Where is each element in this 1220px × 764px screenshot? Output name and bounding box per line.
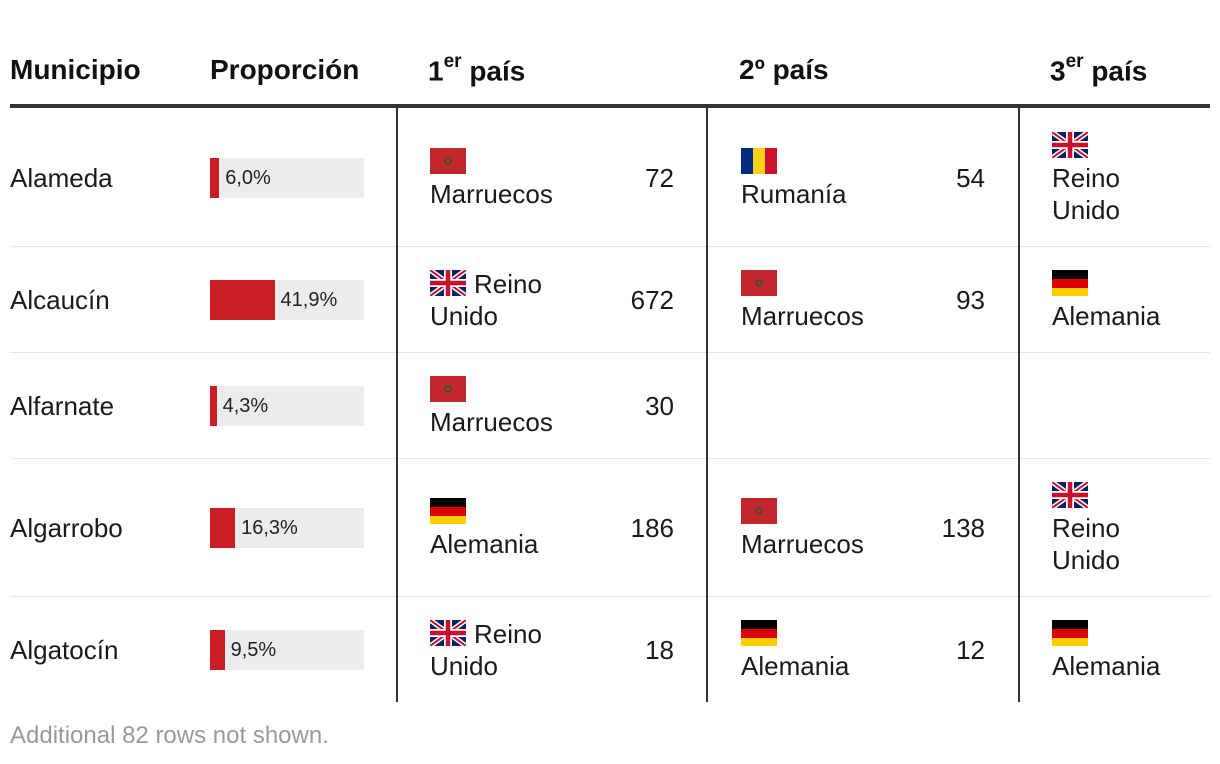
table-row: Algatocín 9,5% Reino Unido 18 Alemania 12 Alem… — [10, 597, 1210, 702]
proporcion-label: 41,9% — [280, 289, 338, 311]
country-2: Marruecos — [741, 496, 911, 560]
proporcion-bar-track: 9,5% — [210, 629, 364, 670]
table-row: Alfarnate 4,3% Marruecos 30 — [10, 353, 1210, 459]
country-name: Marruecos — [741, 529, 864, 559]
proporcion-label: 16,3% — [241, 517, 298, 539]
header-pais-1-word: país — [461, 55, 526, 87]
header-pais-1-num: 1 — [428, 55, 444, 87]
country-name: Alemania — [741, 650, 850, 681]
municipio-cell: Algarrobo — [10, 513, 123, 543]
country-name: Alemania — [1052, 301, 1161, 331]
table-row: Alameda 6,0% Marruecos 72 Rumanía 54 Reino Uni… — [10, 108, 1210, 247]
header-pais-3-word: país — [1083, 55, 1148, 87]
header-pais-3-num: 3 — [1050, 55, 1066, 87]
germany-flag-icon — [430, 498, 466, 524]
header-municipio[interactable]: Municipio — [10, 54, 141, 85]
country-name: Marruecos — [430, 407, 553, 437]
uk-flag-icon — [430, 270, 466, 296]
count-2: 54 — [956, 162, 985, 193]
country-2: Alemania — [741, 618, 911, 682]
proporcion-bar — [210, 280, 275, 320]
table-row: Alcaucín 41,9% Reino Unido 672 Marruecos 93 Al… — [10, 247, 1210, 353]
country-1: Marruecos — [430, 374, 600, 438]
header-pais-1[interactable]: 1er país — [428, 51, 526, 87]
footnote: Additional 82 rows not shown. — [10, 722, 329, 749]
count-1: 72 — [645, 162, 674, 193]
column-divider — [396, 108, 398, 702]
header-proporcion[interactable]: Proporción — [210, 54, 360, 85]
municipio-cell: Alcaucín — [10, 285, 110, 315]
country-name: Reino Unido — [1052, 513, 1120, 575]
proporcion-bar-track: 41,9% — [210, 280, 364, 320]
municipio-cell: Alameda — [10, 162, 113, 193]
germany-flag-icon — [1052, 619, 1088, 646]
column-divider — [706, 108, 708, 702]
count-1: 186 — [630, 513, 674, 543]
morocco-flag-icon — [741, 270, 777, 296]
count-2: 93 — [956, 285, 985, 315]
country-3: Reino Unido — [1052, 130, 1192, 226]
country-1: Alemania — [430, 496, 600, 560]
country-name: Reino Unido — [430, 618, 542, 681]
proporcion-bar — [210, 629, 225, 670]
proporcion-bar — [210, 508, 236, 548]
proporcion-bar-track: 6,0% — [210, 157, 364, 198]
uk-flag-icon — [1052, 482, 1088, 508]
proporcion-bar — [210, 386, 217, 426]
morocco-flag-icon — [430, 376, 466, 402]
country-2: Marruecos — [741, 268, 911, 332]
count-2: 138 — [941, 513, 985, 543]
header-pais-3[interactable]: 3er país — [1050, 51, 1148, 87]
proporcion-label: 4,3% — [222, 395, 269, 417]
proporcion-bar-track: 16,3% — [210, 508, 364, 548]
header-pais-1-sup: er — [443, 51, 462, 72]
country-name: Reino Unido — [430, 269, 542, 331]
country-name: Reino Unido — [1052, 162, 1120, 225]
country-2: Rumanía — [741, 146, 911, 210]
count-2: 12 — [956, 634, 985, 665]
uk-flag-icon — [430, 619, 466, 646]
morocco-flag-icon — [430, 147, 466, 174]
table-header: Municipio Proporción 1er país 2º país 3e… — [10, 0, 1210, 108]
proporcion-label: 9,5% — [230, 638, 277, 661]
country-3: Alemania — [1052, 268, 1192, 332]
header-pais-2[interactable]: 2º país — [739, 54, 829, 85]
morocco-flag-icon — [741, 498, 777, 524]
romania-flag-icon — [741, 147, 777, 174]
proporcion-bar-track: 4,3% — [210, 386, 364, 426]
municipio-cell: Algatocín — [10, 634, 119, 665]
proporcion-label: 6,0% — [225, 166, 271, 189]
country-1: Marruecos — [430, 146, 600, 210]
country-3: Alemania — [1052, 618, 1192, 682]
count-1: 18 — [645, 634, 674, 665]
country-name: Alemania — [1052, 650, 1161, 681]
proporcion-bar — [210, 157, 220, 198]
germany-flag-icon — [741, 619, 777, 646]
country-1: Reino Unido — [430, 268, 560, 332]
count-1: 672 — [630, 285, 674, 315]
country-3: Reino Unido — [1052, 480, 1192, 576]
header-pais-3-sup: er — [1065, 51, 1084, 72]
country-name: Rumanía — [741, 178, 847, 209]
column-divider — [1018, 108, 1020, 702]
country-name: Marruecos — [741, 301, 864, 331]
germany-flag-icon — [1052, 270, 1088, 296]
uk-flag-icon — [1052, 131, 1088, 158]
table-row: Algarrobo 16,3% Alemania 186 Marruecos 138 Rei… — [10, 459, 1210, 597]
country-1: Reino Unido — [430, 618, 560, 682]
municipio-cell: Alfarnate — [10, 391, 115, 421]
count-1: 30 — [645, 391, 674, 421]
country-name: Marruecos — [430, 178, 553, 209]
country-name: Alemania — [430, 529, 539, 559]
